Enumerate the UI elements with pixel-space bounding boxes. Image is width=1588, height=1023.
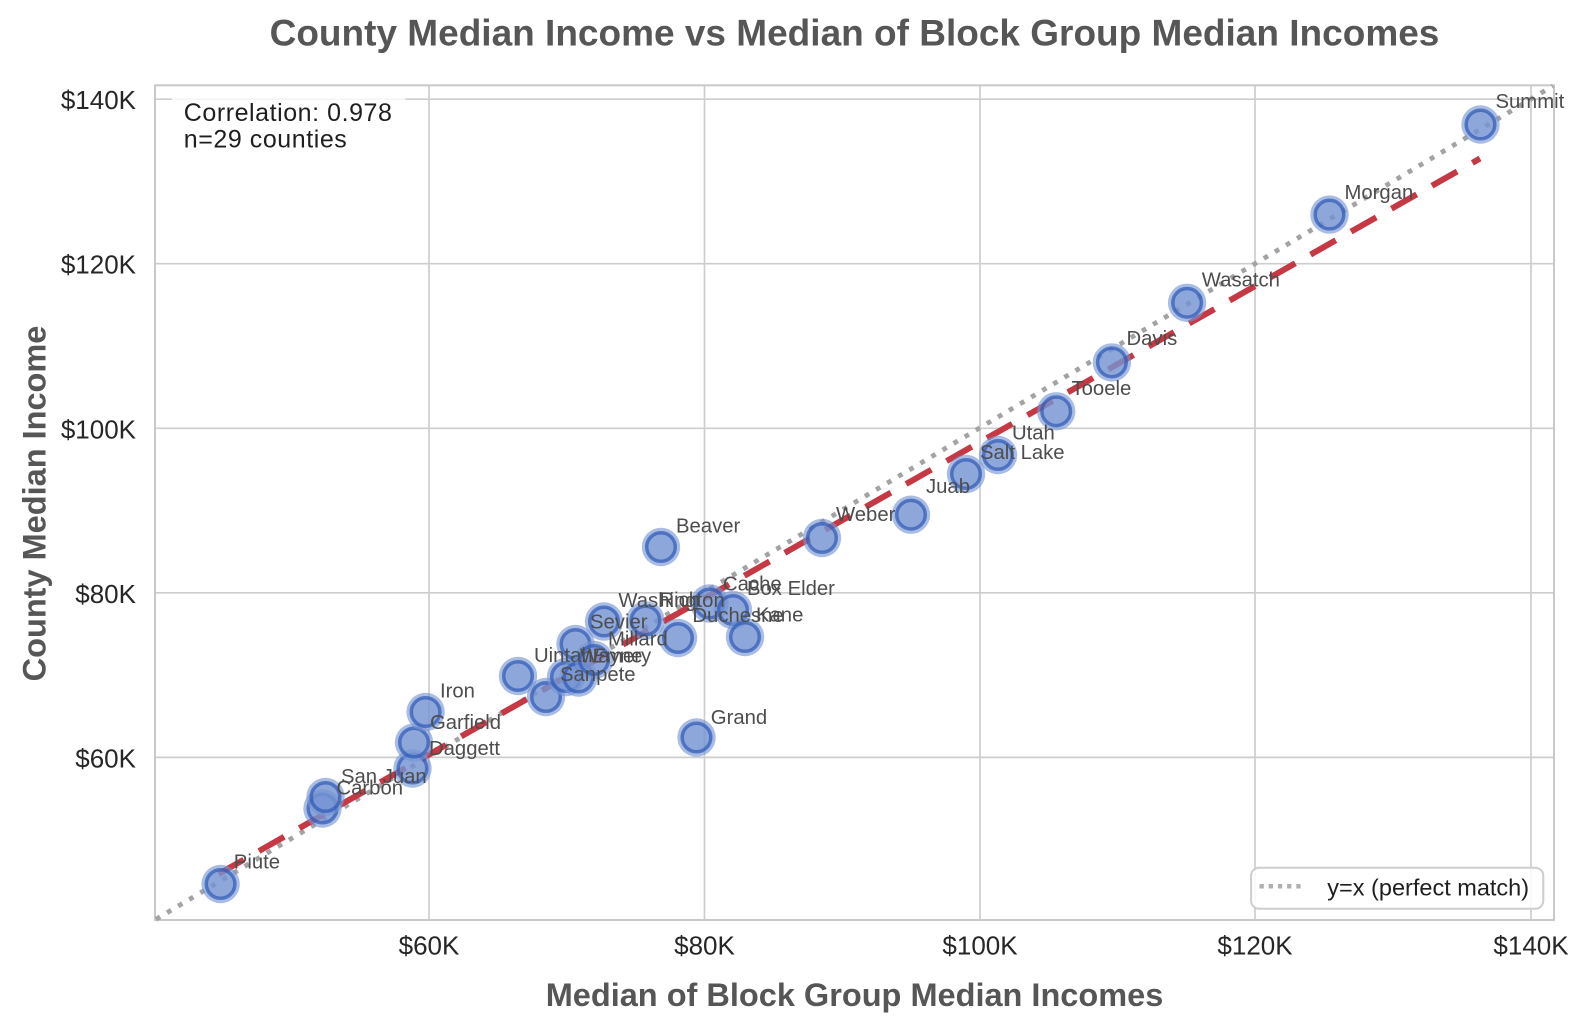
svg-text:Juab: Juab [926, 476, 970, 498]
svg-text:Rich: Rich [660, 590, 701, 612]
svg-text:Sevier: Sevier [590, 612, 648, 634]
svg-text:Daggett: Daggett [429, 738, 500, 760]
svg-text:Utah: Utah [1012, 423, 1055, 445]
svg-text:Sanpete: Sanpete [560, 664, 636, 686]
svg-text:Iron: Iron [440, 681, 475, 703]
svg-text:$80K: $80K [75, 579, 136, 609]
svg-text:Davis: Davis [1127, 328, 1178, 350]
svg-text:Wasatch: Wasatch [1202, 270, 1280, 292]
svg-text:y=x (perfect match): y=x (perfect match) [1327, 874, 1529, 900]
svg-text:Duchesne: Duchesne [692, 605, 783, 627]
svg-text:Piute: Piute [234, 852, 280, 874]
svg-text:$140K: $140K [1493, 931, 1569, 961]
svg-text:Washington: Washington [618, 590, 724, 612]
svg-text:$80K: $80K [674, 931, 735, 961]
svg-text:Beaver: Beaver [676, 516, 741, 538]
svg-text:Morgan: Morgan [1345, 182, 1414, 204]
svg-text:Median of Block Group Median I: Median of Block Group Median Incomes [546, 977, 1164, 1013]
svg-text:Wayne: Wayne [580, 646, 642, 668]
svg-text:San Juan: San Juan [341, 766, 427, 788]
svg-text:$60K: $60K [75, 743, 136, 773]
svg-text:$140K: $140K [61, 85, 137, 115]
svg-text:County Median Income vs Median: County Median Income vs Median of Block … [270, 13, 1440, 54]
svg-text:Box Elder: Box Elder [747, 578, 835, 600]
svg-text:Millard: Millard [608, 629, 668, 651]
svg-text:Emery: Emery [593, 646, 652, 668]
svg-text:$60K: $60K [399, 931, 460, 961]
svg-text:n=29 counties: n=29 counties [184, 126, 348, 154]
svg-text:County Median Income: County Median Income [16, 326, 52, 682]
svg-text:Grand: Grand [711, 707, 767, 729]
svg-text:$120K: $120K [61, 250, 137, 280]
svg-text:$100K: $100K [61, 414, 137, 444]
svg-text:Cache: Cache [723, 574, 782, 596]
svg-text:Salt Lake: Salt Lake [980, 442, 1065, 464]
svg-text:$100K: $100K [942, 931, 1018, 961]
svg-text:Correlation: 0.978: Correlation: 0.978 [184, 99, 393, 127]
svg-text:Weber: Weber [836, 504, 896, 526]
svg-text:Carbon: Carbon [337, 778, 404, 800]
svg-text:Summit: Summit [1496, 91, 1565, 113]
svg-text:Uintah: Uintah [534, 645, 593, 667]
svg-text:Tooele: Tooele [1072, 378, 1132, 400]
svg-text:Kane: Kane [756, 605, 803, 627]
svg-text:$120K: $120K [1217, 931, 1293, 961]
svg-text:Garfield: Garfield [430, 712, 501, 734]
